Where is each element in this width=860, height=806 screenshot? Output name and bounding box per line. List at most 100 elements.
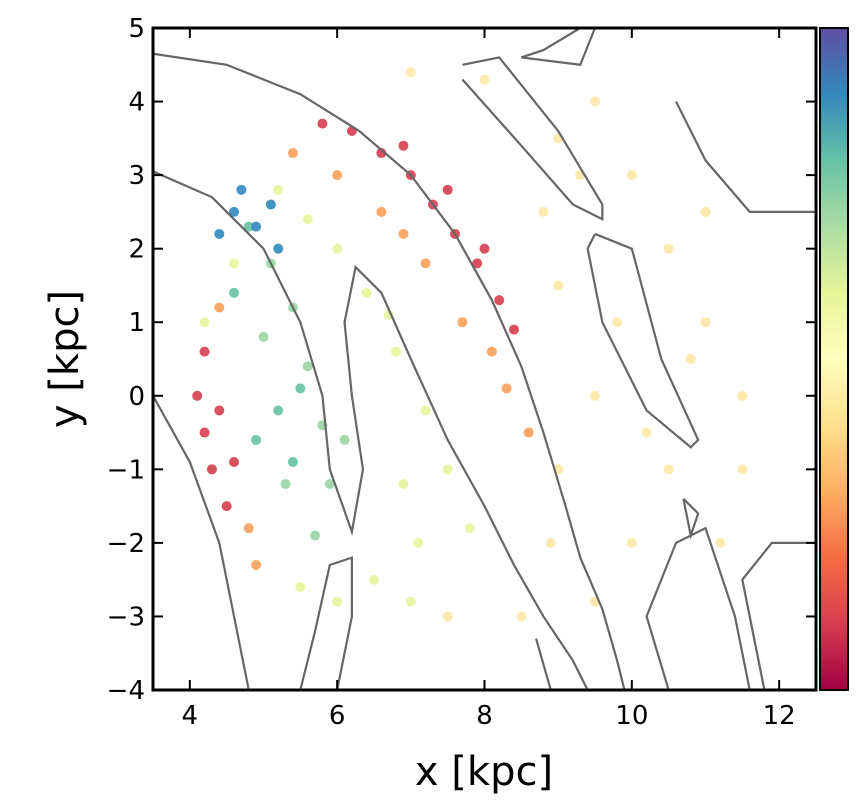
- y-axis-label: y [kpc]: [42, 290, 88, 428]
- point: [273, 405, 284, 416]
- point: [442, 464, 453, 475]
- point: [229, 206, 240, 217]
- point: [737, 390, 748, 401]
- x-tick-label: 12: [763, 701, 796, 731]
- point: [258, 331, 269, 342]
- point: [302, 361, 313, 372]
- point: [273, 184, 284, 195]
- point: [590, 390, 600, 401]
- point: [457, 317, 468, 328]
- point: [251, 559, 262, 570]
- point: [310, 530, 321, 541]
- y-tick-label: 1: [128, 308, 145, 338]
- y-tick-label: 0: [128, 382, 145, 412]
- point: [376, 206, 387, 217]
- point: [214, 228, 225, 239]
- point: [369, 574, 379, 585]
- point: [317, 118, 328, 129]
- point: [626, 537, 637, 548]
- point: [641, 427, 652, 438]
- point: [391, 346, 402, 357]
- point: [302, 214, 313, 225]
- y-tick-label: −3: [107, 602, 145, 632]
- point: [464, 523, 475, 534]
- point: [501, 383, 512, 394]
- plot-frame: [151, 26, 818, 692]
- x-tick-label: 10: [615, 701, 648, 731]
- point: [339, 434, 350, 445]
- point: [251, 221, 262, 232]
- point: [332, 170, 343, 181]
- point: [663, 243, 674, 254]
- point: [479, 74, 490, 85]
- contour: [153, 52, 626, 690]
- point: [199, 427, 210, 438]
- y-tick-label: 2: [128, 235, 145, 265]
- contour: [682, 497, 700, 540]
- point: [251, 434, 262, 445]
- y-tick-label: 3: [128, 161, 145, 191]
- point: [685, 354, 696, 364]
- point: [332, 596, 343, 607]
- point: [243, 523, 254, 534]
- point: [398, 479, 409, 490]
- point: [273, 243, 284, 254]
- point: [553, 280, 564, 291]
- point: [700, 206, 711, 217]
- point: [295, 383, 306, 394]
- contour: [645, 526, 751, 690]
- point: [700, 317, 711, 328]
- point: [332, 243, 343, 254]
- point: [229, 258, 240, 269]
- point: [486, 346, 497, 357]
- point: [324, 479, 335, 490]
- contour: [586, 232, 700, 449]
- contour: [299, 556, 353, 690]
- point: [199, 317, 210, 328]
- point: [523, 427, 534, 438]
- point: [413, 537, 424, 548]
- point: [287, 148, 298, 159]
- point: [626, 170, 637, 181]
- point: [420, 258, 431, 269]
- y-tick-label: 4: [128, 88, 145, 118]
- point: [376, 148, 387, 159]
- point: [472, 258, 483, 269]
- y-tick-label: −1: [107, 455, 145, 485]
- contour: [153, 395, 250, 690]
- point: [516, 611, 527, 622]
- point: [420, 405, 431, 416]
- point: [545, 537, 556, 548]
- x-axis-label: x [kpc]: [415, 749, 553, 795]
- point: [442, 184, 453, 195]
- point: [398, 140, 409, 151]
- point: [715, 537, 726, 548]
- x-tick-label: 8: [476, 701, 493, 731]
- point: [287, 456, 298, 467]
- point: [442, 611, 453, 622]
- point: [538, 206, 549, 217]
- contour: [675, 101, 816, 213]
- point: [405, 596, 416, 607]
- point: [229, 456, 240, 467]
- point: [612, 317, 623, 328]
- point: [508, 324, 519, 335]
- contour: [741, 541, 816, 690]
- point: [295, 582, 306, 593]
- point: [398, 228, 409, 239]
- point: [265, 199, 276, 210]
- point: [405, 67, 416, 78]
- point: [494, 295, 505, 306]
- point: [663, 464, 674, 475]
- point: [199, 346, 210, 357]
- point: [737, 464, 748, 475]
- y-tick-label: −2: [107, 529, 145, 559]
- point: [221, 501, 232, 512]
- point: [206, 464, 217, 475]
- point: [243, 221, 254, 232]
- point: [214, 405, 225, 416]
- point: [229, 287, 240, 298]
- contour: [535, 638, 552, 690]
- point: [361, 287, 372, 298]
